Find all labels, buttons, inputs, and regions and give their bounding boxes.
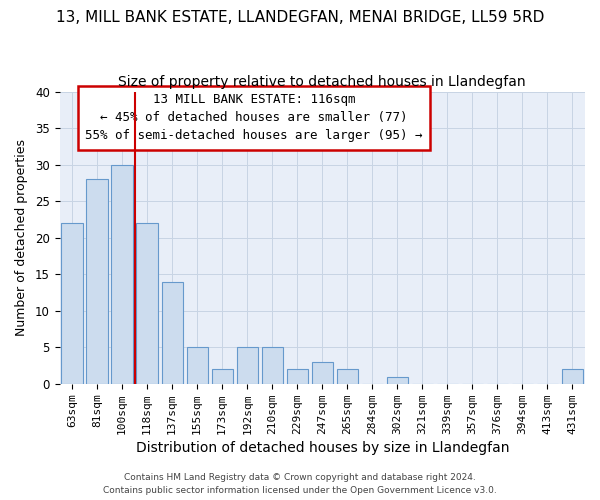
Bar — [262, 348, 283, 384]
Bar — [562, 369, 583, 384]
Bar — [337, 369, 358, 384]
Bar — [161, 282, 183, 384]
Title: Size of property relative to detached houses in Llandegfan: Size of property relative to detached ho… — [118, 75, 526, 89]
Bar — [387, 376, 408, 384]
Text: 13, MILL BANK ESTATE, LLANDEGFAN, MENAI BRIDGE, LL59 5RD: 13, MILL BANK ESTATE, LLANDEGFAN, MENAI … — [56, 10, 544, 25]
Text: 13 MILL BANK ESTATE: 116sqm
← 45% of detached houses are smaller (77)
55% of sem: 13 MILL BANK ESTATE: 116sqm ← 45% of det… — [85, 93, 423, 142]
X-axis label: Distribution of detached houses by size in Llandegfan: Distribution of detached houses by size … — [136, 441, 509, 455]
Bar — [61, 223, 83, 384]
Bar — [236, 348, 258, 384]
Y-axis label: Number of detached properties: Number of detached properties — [15, 139, 28, 336]
Bar — [311, 362, 333, 384]
Bar — [287, 369, 308, 384]
Bar — [212, 369, 233, 384]
Bar — [112, 164, 133, 384]
Bar — [187, 348, 208, 384]
Text: Contains HM Land Registry data © Crown copyright and database right 2024.
Contai: Contains HM Land Registry data © Crown c… — [103, 474, 497, 495]
Bar — [86, 179, 108, 384]
Bar — [136, 223, 158, 384]
